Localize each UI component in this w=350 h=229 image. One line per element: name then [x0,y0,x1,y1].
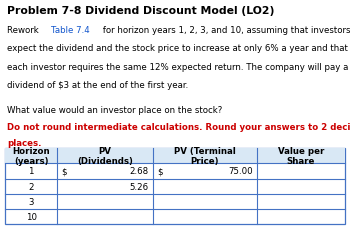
Text: places.: places. [7,138,41,147]
Text: 2.68: 2.68 [130,167,149,176]
Text: $: $ [157,167,163,176]
Text: What value would an investor place on the stock?: What value would an investor place on th… [7,105,222,114]
Text: 75.00: 75.00 [228,167,253,176]
Text: Table 7.4: Table 7.4 [50,26,89,35]
Text: Rework: Rework [7,26,41,35]
Text: each investor requires the same 12% expected return. The company will pay a: each investor requires the same 12% expe… [7,63,348,72]
Text: Do not round intermediate calculations. Round your answers to 2 decimal: Do not round intermediate calculations. … [7,122,350,131]
Text: expect the dividend and the stock price to increase at only 6% a year and that: expect the dividend and the stock price … [7,44,348,53]
Text: 3: 3 [28,197,34,206]
Text: Problem 7-8 Dividend Discount Model (LO2): Problem 7-8 Dividend Discount Model (LO2… [7,6,274,16]
Text: PV
(Dividends): PV (Dividends) [77,146,133,166]
Bar [5,148,345,164]
Text: 2: 2 [28,182,34,191]
Text: Horizon
(years): Horizon (years) [12,146,50,166]
Text: $: $ [61,167,67,176]
Text: Value per
Share: Value per Share [278,146,324,166]
Text: 5.26: 5.26 [130,182,149,191]
Text: for horizon years 1, 2, 3, and 10, assuming that investors: for horizon years 1, 2, 3, and 10, assum… [99,26,350,35]
Text: dividend of $3 at the end of the first year.: dividend of $3 at the end of the first y… [7,81,188,90]
Text: PV (Terminal
Price): PV (Terminal Price) [174,146,236,166]
Text: 10: 10 [26,212,37,221]
Text: 1: 1 [28,167,34,176]
